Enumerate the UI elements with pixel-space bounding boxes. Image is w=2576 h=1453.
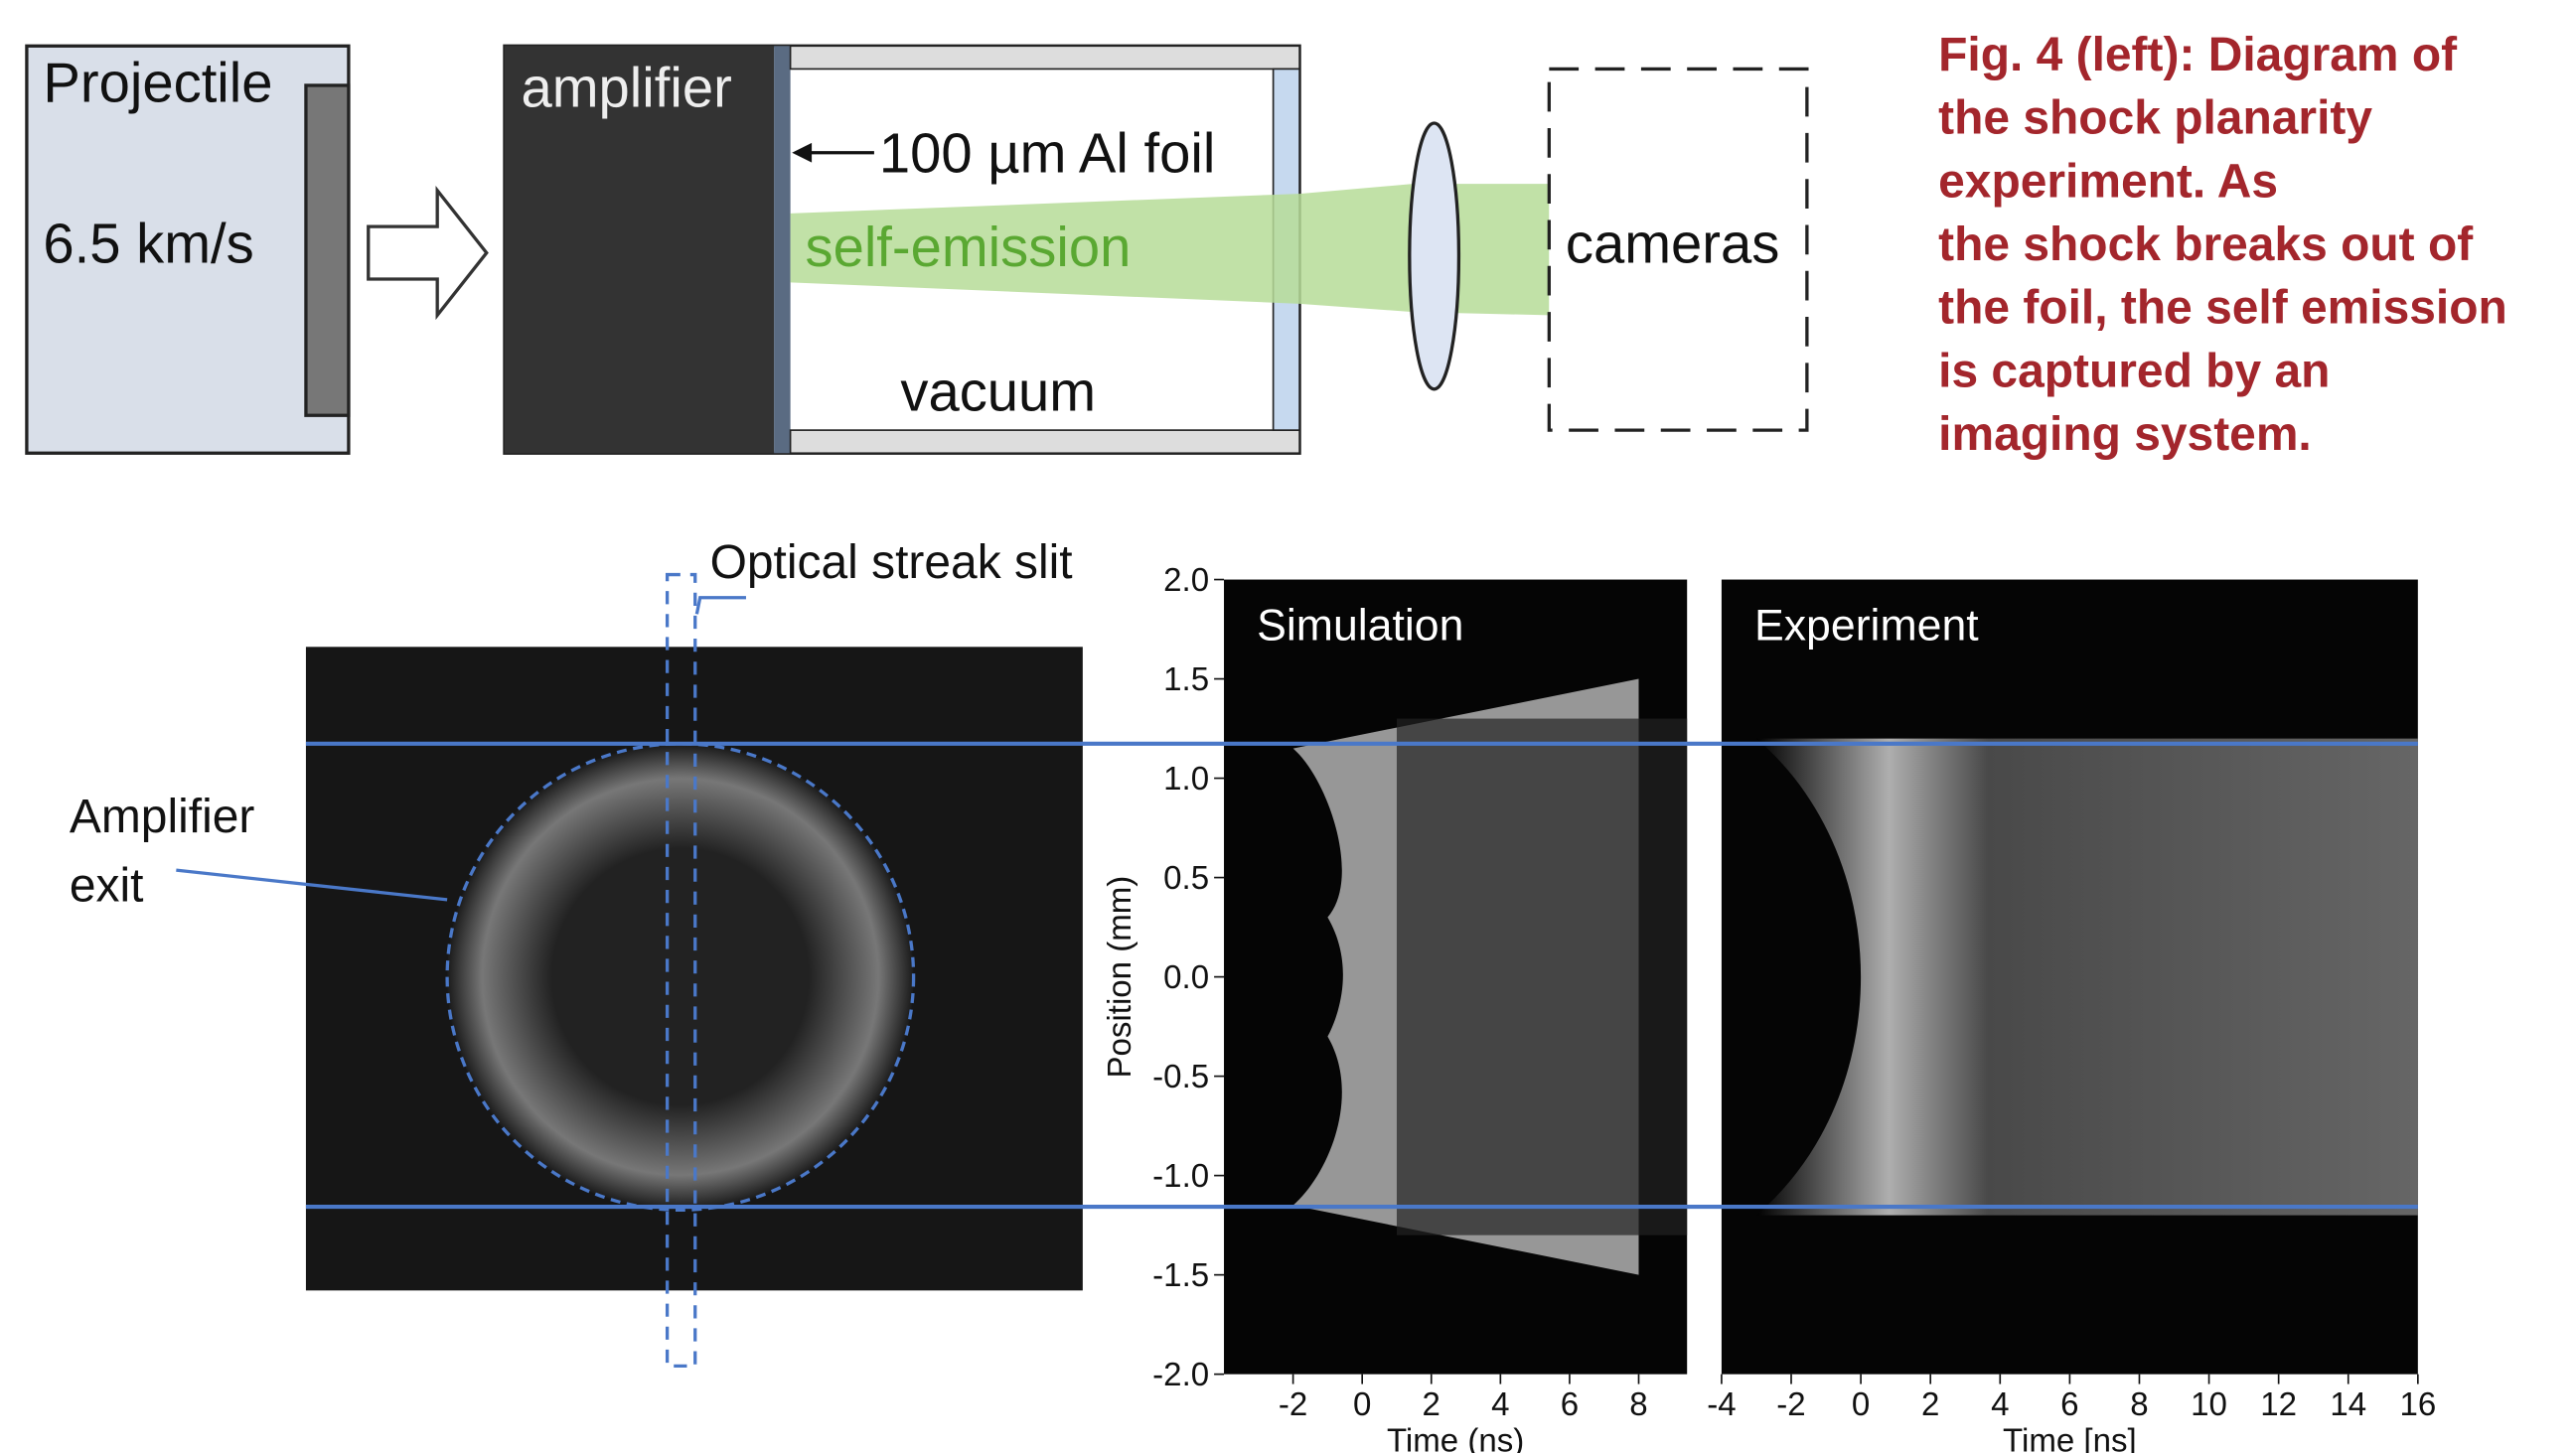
y-tick-label: 2.0 bbox=[1163, 562, 1209, 599]
y-tick-label: -1.0 bbox=[1152, 1158, 1209, 1195]
page: Projectile 6.5 km/s amplifier 100 µm Al … bbox=[0, 0, 2576, 1453]
x-tick-label: 4 bbox=[1491, 1386, 1509, 1423]
x-tick-label: 6 bbox=[2060, 1386, 2078, 1423]
x-axis-label: Time [ns] bbox=[2003, 1422, 2137, 1453]
figure: Projectile 6.5 km/s amplifier 100 µm Al … bbox=[0, 0, 2576, 1453]
label: 100 µm Al foil bbox=[879, 122, 1215, 185]
x-tick-label: 12 bbox=[2260, 1386, 2297, 1423]
x-tick-label: 0 bbox=[1852, 1386, 1870, 1423]
label: Amplifier bbox=[70, 791, 254, 843]
caption-line: the foil, the self emission bbox=[1938, 282, 2507, 335]
y-axis-label: Position (mm) bbox=[1102, 876, 1138, 1079]
caption-line: the shock planarity bbox=[1938, 92, 2372, 145]
y-tick-label: 1.5 bbox=[1163, 661, 1209, 698]
caption-line: the shock breaks out of bbox=[1938, 218, 2474, 271]
x-tick-label: 8 bbox=[2130, 1386, 2148, 1423]
y-tick-label: -2.0 bbox=[1152, 1357, 1209, 1393]
x-tick-label: 6 bbox=[1561, 1386, 1579, 1423]
sim-texture bbox=[1397, 719, 1687, 1235]
label: 6.5 km/s bbox=[43, 212, 253, 274]
label: exit bbox=[70, 860, 144, 913]
x-tick-label: 4 bbox=[1991, 1386, 2009, 1423]
y-tick-label: -0.5 bbox=[1152, 1059, 1209, 1095]
label: amplifier bbox=[521, 56, 731, 118]
lens bbox=[1410, 123, 1459, 389]
x-tick-label: -2 bbox=[1279, 1386, 1307, 1423]
y-tick-label: -1.5 bbox=[1152, 1257, 1209, 1294]
plots: Simulation -2 0 2 4 6 8 Time (ns) Experiment -4 -2… bbox=[1102, 562, 2436, 1453]
x-tick-label: 2 bbox=[1423, 1386, 1440, 1423]
panel-title: Simulation bbox=[1257, 602, 1463, 651]
y-tick-label: 0.0 bbox=[1163, 959, 1209, 996]
photo-ring bbox=[447, 744, 913, 1210]
x-tick-label: 10 bbox=[2191, 1386, 2227, 1423]
label: Optical streak slit bbox=[710, 536, 1073, 589]
y-tick-label: 0.5 bbox=[1163, 860, 1209, 897]
label: cameras bbox=[1566, 212, 1779, 274]
caption-line: experiment. As bbox=[1938, 155, 2278, 208]
x-tick-label: 2 bbox=[1921, 1386, 1939, 1423]
x-tick-label: 14 bbox=[2330, 1386, 2366, 1423]
x-tick-label: 0 bbox=[1353, 1386, 1371, 1423]
x-tick-label: -4 bbox=[1707, 1386, 1736, 1423]
caption-line: imaging system. bbox=[1938, 408, 2312, 461]
x-tick-label: 16 bbox=[2399, 1386, 2436, 1423]
x-axis-label: Time (ns) bbox=[1387, 1422, 1524, 1453]
foil bbox=[774, 46, 791, 453]
caption: Fig. 4 (left): Diagram of the shock plana… bbox=[1938, 29, 2507, 461]
arrow bbox=[369, 191, 487, 316]
caption-line: is captured by an bbox=[1938, 345, 2330, 397]
slit-pointer bbox=[696, 598, 746, 615]
label: vacuum bbox=[900, 360, 1096, 422]
label: self-emission bbox=[805, 216, 1131, 278]
x-tick-label: 8 bbox=[1629, 1386, 1647, 1423]
projectile-plate bbox=[306, 85, 349, 415]
label: Projectile bbox=[43, 51, 272, 113]
wall bbox=[791, 46, 1299, 69]
wall bbox=[791, 430, 1299, 453]
caption-line: Fig. 4 (left): Diagram of bbox=[1938, 29, 2458, 81]
panel-title: Experiment bbox=[1754, 602, 1979, 651]
y-tick-label: 1.0 bbox=[1163, 761, 1209, 798]
x-tick-label: -2 bbox=[1776, 1386, 1805, 1423]
